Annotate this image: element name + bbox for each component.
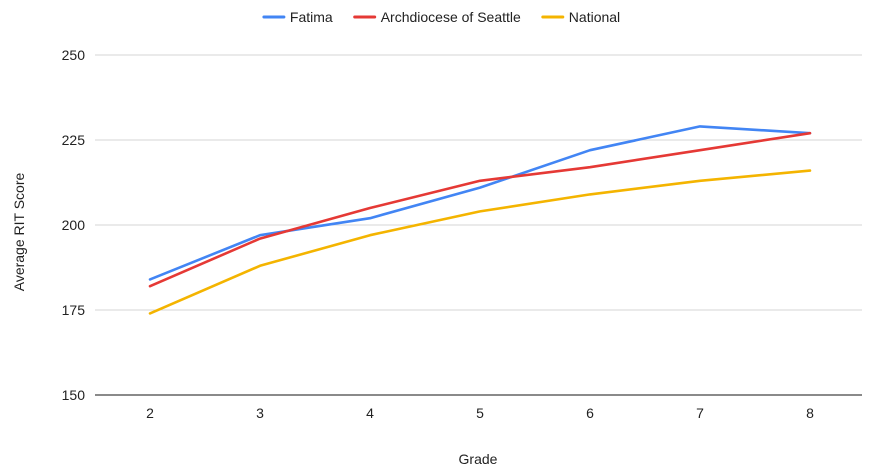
series-lines — [148, 125, 812, 315]
y-tick-label: 225 — [62, 132, 86, 148]
y-axis-title: Average RIT Score — [11, 173, 27, 292]
legend-item: Fatima — [262, 9, 333, 25]
x-tick-label: 3 — [256, 405, 264, 421]
legend: Fatima Archdiocese of Seattle National — [262, 9, 620, 25]
legend-item: National — [541, 9, 620, 25]
x-tick-label: 5 — [476, 405, 484, 421]
series-line-fatima — [148, 125, 812, 281]
legend-label: National — [569, 9, 620, 25]
legend-label: Fatima — [290, 9, 333, 25]
series-line-national — [148, 169, 812, 315]
x-tick-label: 2 — [146, 405, 154, 421]
x-axis-title: Grade — [459, 451, 498, 467]
x-tick-label: 8 — [806, 405, 814, 421]
x-axis-ticks: 2 3 4 5 6 7 8 — [146, 405, 814, 421]
legend-label: Archdiocese of Seattle — [381, 9, 521, 25]
x-tick-label: 6 — [586, 405, 594, 421]
y-tick-label: 150 — [62, 387, 86, 403]
y-tick-label: 175 — [62, 302, 86, 318]
x-tick-label: 4 — [366, 405, 374, 421]
gridlines — [95, 54, 862, 311]
y-axis-ticks: 150 175 200 225 250 — [62, 47, 86, 403]
series-line-archdiocese-of-seattle — [148, 131, 812, 288]
y-tick-label: 250 — [62, 47, 86, 63]
y-tick-label: 200 — [62, 217, 86, 233]
x-tick-label: 7 — [696, 405, 704, 421]
legend-item: Archdiocese of Seattle — [353, 9, 521, 25]
